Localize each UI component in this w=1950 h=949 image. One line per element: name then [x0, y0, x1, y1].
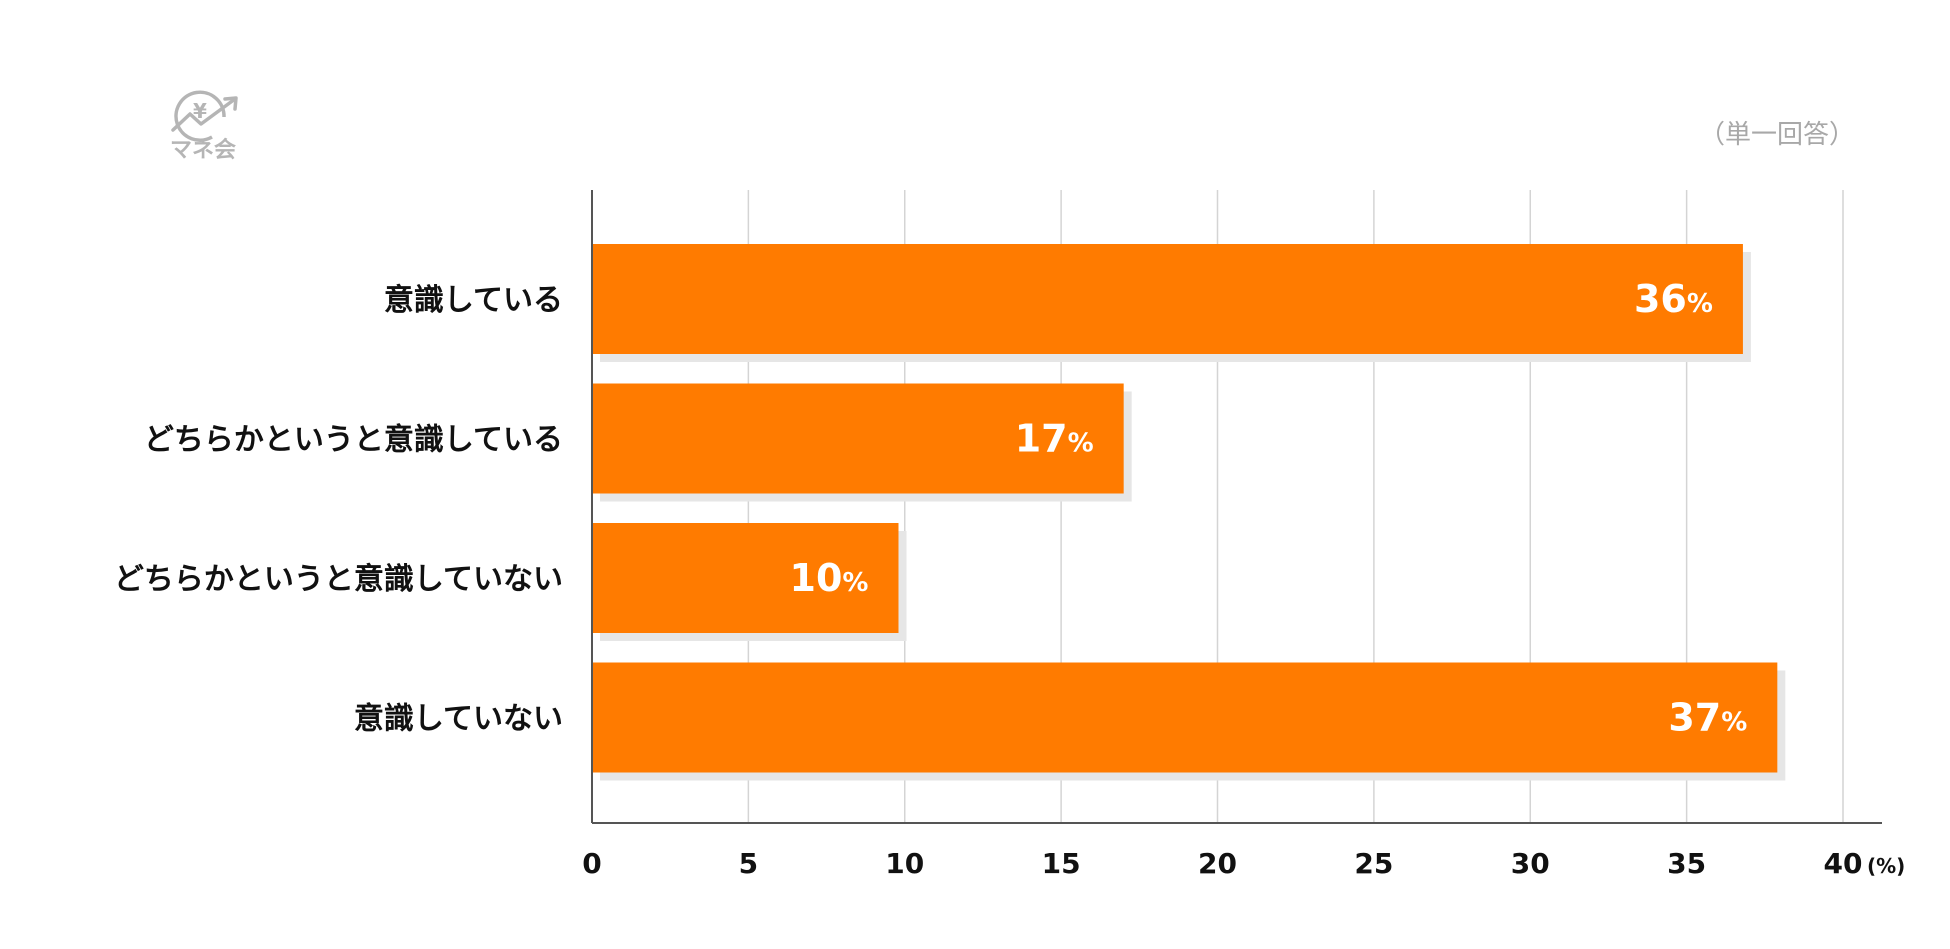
x-tick-label-10: 10: [885, 847, 924, 880]
category-label: どちらかというと意識していない: [114, 562, 563, 597]
x-tick-label-0: 0: [582, 847, 601, 880]
x-axis-ticks: 0 5 10 15 20 25 30 35 40 (%): [582, 847, 1905, 880]
category-labels: 意識しているどちらかというと意識しているどちらかというと意識していない意識してい…: [114, 283, 563, 737]
x-tick-label-25: 25: [1354, 847, 1393, 880]
axes: [591, 190, 1882, 824]
bar: [592, 244, 1743, 354]
x-tick-label-5: 5: [739, 847, 758, 880]
yen-growth-icon: ¥: [171, 90, 238, 142]
bar-value-label: 37%: [1668, 696, 1747, 740]
bar-value-label: 17%: [1015, 417, 1094, 461]
yen-glyph: ¥: [193, 99, 207, 123]
logo-text: マネ会: [170, 137, 236, 163]
x-tick-label-20: 20: [1198, 847, 1237, 880]
mane-kai-logo: ¥ マネ会: [170, 90, 238, 163]
category-label: 意識している: [384, 283, 563, 318]
category-label: 意識していない: [354, 702, 563, 737]
bar-value-label: 10%: [790, 556, 869, 600]
x-tick-label-40: 40: [1824, 847, 1863, 880]
bar: [592, 523, 899, 633]
bar: [592, 383, 1124, 494]
response-type-note: （単一回答）: [1699, 120, 1855, 150]
x-axis-unit-label: (%): [1867, 854, 1905, 878]
x-tick-label-15: 15: [1042, 847, 1081, 880]
bars: 36% 17% 10% 37%: [592, 244, 1786, 781]
x-tick-label-35: 35: [1667, 847, 1706, 880]
x-tick-label-30: 30: [1511, 847, 1550, 880]
category-label: どちらかというと意識している: [144, 423, 563, 458]
bar: [592, 662, 1778, 773]
bar-value-label: 36%: [1634, 277, 1713, 321]
